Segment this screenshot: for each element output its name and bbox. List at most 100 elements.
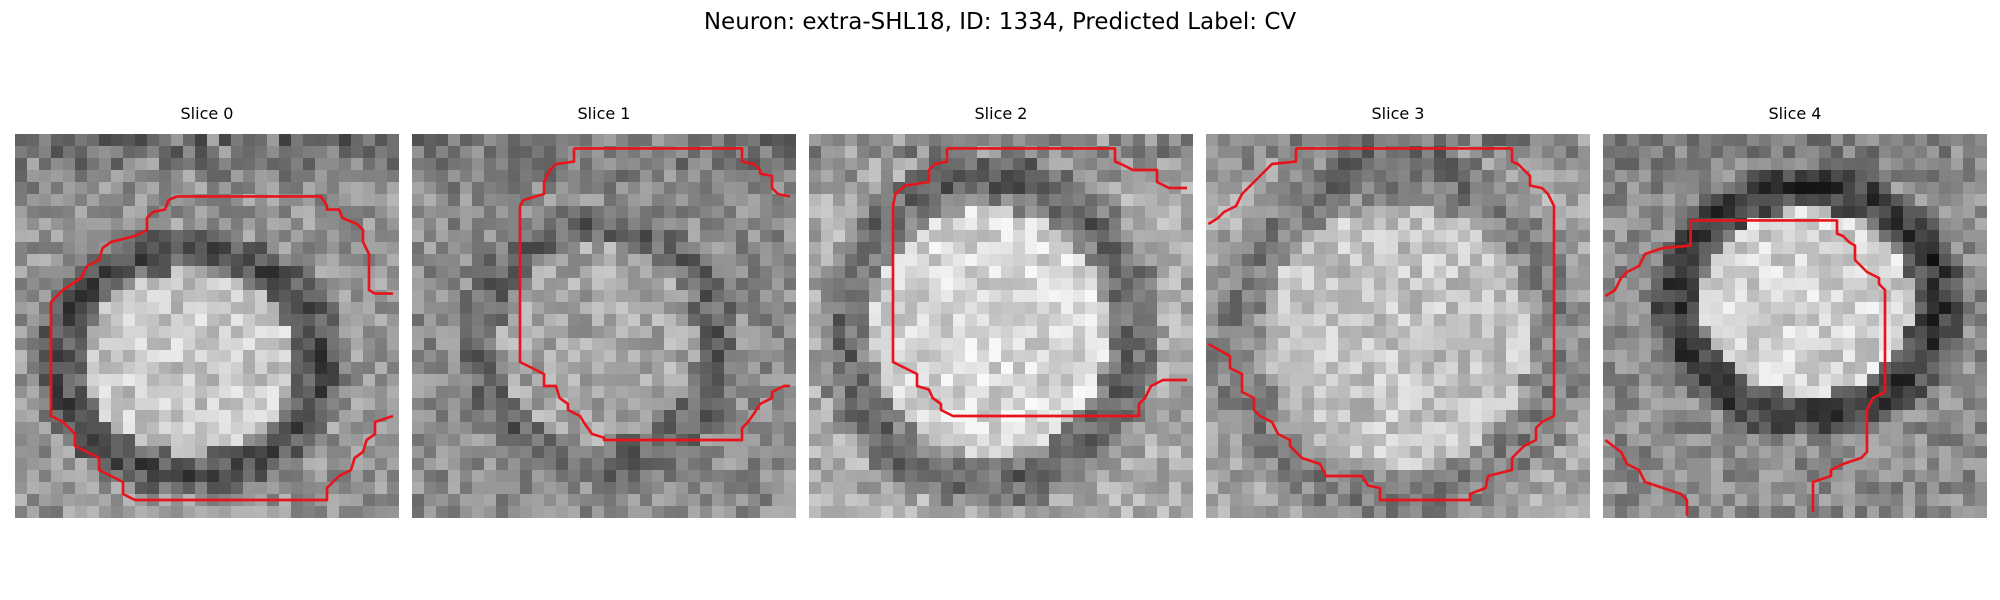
image-pixel [171,230,184,243]
image-pixel [556,494,569,507]
image-pixel [412,494,425,507]
image-pixel [1013,326,1026,339]
image-pixel [1795,206,1808,219]
image-pixel [881,434,894,447]
image-pixel [1867,374,1880,387]
image-pixel [1242,170,1255,183]
image-pixel [1446,470,1459,483]
image-pixel [1879,410,1892,423]
image-pixel [881,230,894,243]
image-pixel [472,470,485,483]
image-pixel [640,482,653,495]
image-pixel [1735,398,1748,411]
image-pixel [1181,494,1193,507]
image-pixel [1326,494,1339,507]
image-pixel [1061,302,1074,315]
image-pixel [363,218,376,231]
image-pixel [1374,434,1387,447]
image-pixel [1566,254,1579,267]
image-pixel [676,374,689,387]
image-pixel [279,422,292,435]
image-pixel [1482,506,1495,518]
image-pixel [1879,398,1892,411]
image-pixel [460,446,473,459]
image-pixel [1963,218,1976,231]
image-pixel [1687,290,1700,303]
image-pixel [1711,362,1724,375]
image-pixel [63,506,76,518]
image-pixel [1747,326,1760,339]
image-pixel [1242,410,1255,423]
image-pixel [1843,314,1856,327]
image-pixel [327,302,340,315]
image-pixel [556,170,569,183]
image-pixel [1398,410,1411,423]
image-pixel [243,278,256,291]
image-pixel [821,446,834,459]
image-pixel [917,422,930,435]
image-pixel [339,194,352,207]
image-pixel [712,494,725,507]
image-pixel [1326,182,1339,195]
image-pixel [688,338,701,351]
image-pixel [544,374,557,387]
image-pixel [1494,218,1507,231]
image-pixel [616,326,629,339]
image-pixel [1338,338,1351,351]
image-pixel [327,218,340,231]
image-pixel [1350,410,1363,423]
image-pixel [1133,170,1146,183]
image-pixel [327,434,340,447]
image-pixel [1855,230,1868,243]
image-pixel [700,218,713,231]
image-pixel [1771,326,1784,339]
image-pixel [339,362,352,375]
image-pixel [688,458,701,471]
image-pixel [1927,170,1940,183]
image-pixel [1242,158,1255,171]
image-pixel [1121,302,1134,315]
image-pixel [279,482,292,495]
image-pixel [1963,422,1976,435]
image-pixel [1506,134,1519,147]
image-pixel [1422,506,1435,518]
image-pixel [1843,338,1856,351]
image-pixel [1891,314,1904,327]
image-pixel [1121,338,1134,351]
image-pixel [1242,290,1255,303]
image-pixel [1434,410,1447,423]
image-pixel [448,422,461,435]
image-pixel [171,398,184,411]
image-pixel [1133,338,1146,351]
image-pixel [63,302,76,315]
image-pixel [1494,266,1507,279]
image-pixel [1314,302,1327,315]
image-pixel [171,458,184,471]
image-pixel [424,194,437,207]
image-pixel [135,326,148,339]
image-pixel [1603,218,1616,231]
image-pixel [1169,470,1182,483]
image-pixel [1458,386,1471,399]
image-pixel [929,206,942,219]
image-pixel [748,170,761,183]
image-pixel [1939,398,1952,411]
image-pixel [315,326,328,339]
image-pixel [147,314,160,327]
image-pixel [1133,422,1146,435]
image-pixel [327,242,340,255]
image-pixel [1061,434,1074,447]
image-pixel [833,506,846,518]
image-pixel [869,386,882,399]
image-pixel [1759,410,1772,423]
image-pixel [616,158,629,171]
image-pixel [1951,302,1964,315]
image-pixel [351,134,364,147]
image-pixel [1939,302,1952,315]
image-pixel [1157,506,1170,518]
image-pixel [1867,158,1880,171]
image-pixel [255,422,268,435]
image-pixel [135,434,148,447]
image-pixel [1013,482,1026,495]
image-pixel [1518,230,1531,243]
